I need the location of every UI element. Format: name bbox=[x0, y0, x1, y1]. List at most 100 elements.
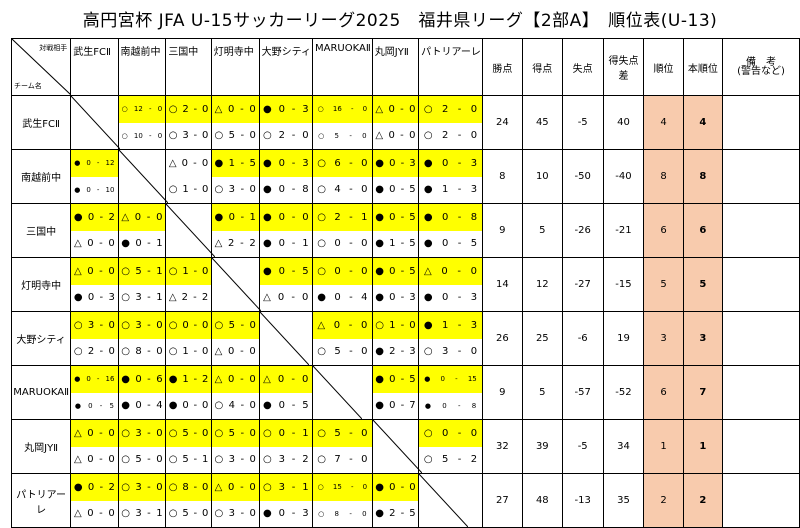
score-separator: - bbox=[99, 238, 103, 250]
second-leg-result: ○ 3-1 bbox=[119, 501, 166, 528]
score-separator: - bbox=[240, 184, 245, 196]
score-value: 0 bbox=[181, 157, 189, 169]
match-result-cell: △ 0-0 ○ 5-0 bbox=[210, 95, 260, 150]
match-result-cell: ○ 16-0 ○ 5-0 bbox=[312, 95, 373, 150]
score-value: 1 bbox=[441, 184, 449, 196]
table-row: パトリアーレ ● 0-2 △ 0-0 ○ 3-0 ○ 3-1 ○ 8-0 ○ 5-0 △ 0-0 ○ 3-0 ○ 3… bbox=[10, 473, 800, 528]
stat-header: 本順位 bbox=[682, 38, 724, 96]
result-mark: △ bbox=[74, 427, 82, 439]
score-value: 3 bbox=[135, 427, 142, 439]
score-value: 16 bbox=[105, 375, 115, 384]
score-value: 3 bbox=[135, 319, 142, 331]
second-leg-result: ○ 5- 0 bbox=[313, 123, 372, 150]
second-leg-result: △ 0-0 bbox=[373, 123, 418, 150]
score-value: 0 bbox=[201, 184, 209, 196]
result-mark: △ bbox=[214, 346, 223, 358]
stat-gd: -52 bbox=[602, 365, 645, 420]
score-value: 0 bbox=[361, 319, 368, 331]
match-result-cell: ● 0-5 ● 1-5 bbox=[371, 203, 420, 258]
score-value: 0 bbox=[86, 159, 91, 168]
result-mark: ○ bbox=[317, 211, 326, 223]
score-value: 3 bbox=[409, 346, 416, 358]
score-value: 0 bbox=[441, 157, 449, 169]
score-separator: - bbox=[99, 454, 103, 466]
stat-final: 5 bbox=[682, 257, 724, 312]
score-value: 0 bbox=[108, 427, 115, 439]
score-separator: - bbox=[147, 373, 151, 385]
stat-gf: 5 bbox=[521, 203, 563, 258]
score-value: 0 bbox=[156, 427, 163, 439]
result-mark: ○ bbox=[423, 427, 433, 439]
score-value: 0 bbox=[362, 483, 368, 492]
first-leg-result: △ 0-0 bbox=[419, 258, 482, 285]
score-value: 0 bbox=[108, 508, 115, 520]
result-mark: ○ bbox=[121, 454, 130, 466]
score-value: 5 bbox=[441, 454, 449, 466]
score-value: 0 bbox=[440, 375, 445, 384]
note-cell bbox=[722, 365, 800, 420]
diagonal-line bbox=[313, 366, 362, 419]
match-result-cell: △ 0-0 △ 0-0 bbox=[70, 419, 119, 474]
second-leg-result: ● 0-5 bbox=[260, 393, 312, 420]
score-value: 0 bbox=[228, 103, 235, 115]
match-result-cell: ○ 2-1 ○ 0-0 bbox=[312, 203, 373, 258]
score-value: 0 bbox=[470, 130, 478, 142]
score-value: 4 bbox=[361, 292, 368, 304]
result-mark: ● bbox=[423, 319, 433, 331]
score-separator: - bbox=[240, 103, 244, 115]
corner-diagonal bbox=[12, 39, 71, 95]
score-separator: - bbox=[291, 157, 296, 169]
second-leg-result: ○ 1-0 bbox=[166, 177, 210, 204]
result-mark: △ bbox=[74, 265, 82, 277]
result-mark: ● bbox=[214, 157, 224, 169]
score-separator: - bbox=[149, 131, 152, 140]
score-separator: - bbox=[240, 427, 245, 439]
first-leg-result: ○ 0-0 bbox=[313, 258, 372, 285]
score-value: 3 bbox=[302, 508, 309, 520]
score-value: 0 bbox=[441, 292, 449, 304]
second-leg-result: ● 1-5 bbox=[373, 231, 418, 258]
score-value: 1 bbox=[182, 265, 189, 277]
result-mark: △ bbox=[263, 373, 271, 385]
score-separator: - bbox=[96, 185, 100, 194]
score-value: 0 bbox=[201, 319, 209, 331]
score-value: 5 bbox=[334, 346, 341, 358]
score-separator: - bbox=[349, 454, 353, 466]
first-leg-result: ○ 1-0 bbox=[166, 258, 211, 285]
result-mark: ● bbox=[375, 211, 385, 223]
result-mark: ○ bbox=[168, 508, 178, 520]
stat-gd: 19 bbox=[602, 311, 645, 366]
match-result-cell: ○ 12-0 ○ 10-0 bbox=[117, 95, 167, 150]
first-leg-result: ● 0-8 bbox=[419, 204, 482, 231]
score-value: 0 bbox=[249, 103, 256, 115]
first-leg-result: ○ 3-0 bbox=[118, 420, 166, 447]
score-value: 0 bbox=[249, 319, 256, 331]
score-value: 5 bbox=[228, 427, 236, 439]
row-team-name: 三国中 bbox=[10, 203, 72, 258]
score-value: 2 bbox=[201, 292, 209, 304]
score-value: 0 bbox=[334, 292, 341, 304]
score-value: 0 bbox=[389, 211, 396, 223]
score-separator: - bbox=[99, 481, 104, 493]
match-result-cell: ○ 5-0 △ 0-0 bbox=[210, 311, 260, 366]
second-leg-result: ○ 2-0 bbox=[260, 123, 312, 150]
result-mark: ● bbox=[424, 401, 431, 410]
column-header-team: 丸岡JYⅡ bbox=[371, 38, 420, 96]
first-leg-result: △ 0-0 bbox=[372, 96, 419, 123]
score-separator: - bbox=[240, 481, 244, 493]
stat-final: 6 bbox=[682, 203, 724, 258]
result-mark: ● bbox=[73, 292, 83, 304]
result-mark: ● bbox=[375, 508, 385, 520]
score-value: 5 bbox=[409, 373, 416, 385]
match-result-cell: ● 0-3 ● 1-3 bbox=[418, 149, 483, 204]
score-separator: - bbox=[291, 481, 296, 493]
score-separator: - bbox=[457, 265, 461, 277]
stat-header: 得点 bbox=[521, 38, 563, 96]
stat-ga: -5 bbox=[561, 95, 604, 150]
score-value: 0 bbox=[278, 508, 285, 520]
score-value: 8 bbox=[182, 481, 189, 493]
score-value: 15 bbox=[467, 375, 477, 384]
first-leg-result: ● 0-3 bbox=[372, 150, 419, 177]
score-separator: - bbox=[99, 401, 103, 410]
column-header-team: パトリアーレ bbox=[418, 38, 483, 96]
